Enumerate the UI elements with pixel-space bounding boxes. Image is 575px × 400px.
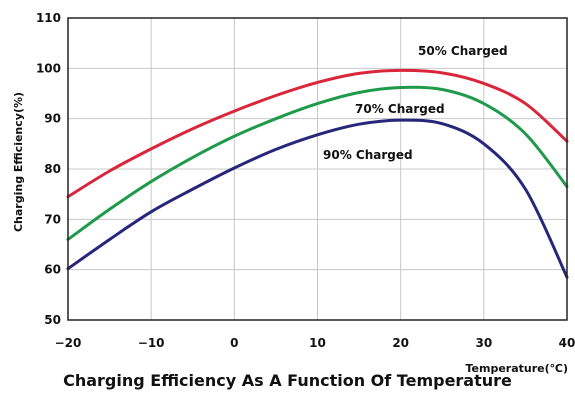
y-tick-label: 110	[36, 11, 61, 25]
x-tick-label: 30	[475, 336, 492, 350]
series-line-70-charged	[66, 85, 569, 241]
y-axis-label: Charging Efficiency(%)	[12, 92, 25, 232]
x-tick-labels: −20 −10 0 10 20 30 40	[55, 336, 575, 350]
y-tick-label: 90	[44, 112, 61, 126]
y-tick-label: 50	[44, 313, 61, 327]
series-lines	[66, 68, 569, 279]
x-axis-label: Temperature(℃)	[466, 362, 569, 375]
plot-frame	[67, 17, 568, 321]
x-tick-label: 20	[392, 336, 409, 350]
x-tick-label: 0	[230, 336, 238, 350]
y-tick-label: 70	[44, 212, 61, 226]
y-tick-labels: 50 60 70 80 90 100 110	[36, 11, 61, 327]
grid	[67, 17, 568, 321]
series-line-90-charged	[66, 118, 569, 279]
series-label-70-charged: 70% Charged	[355, 102, 445, 116]
x-tick-label: −20	[55, 336, 82, 350]
chart-title: Charging Efficiency As A Function Of Tem…	[63, 371, 512, 390]
series-line-50-charged	[66, 68, 569, 199]
x-tick-label: 40	[559, 336, 575, 350]
x-tick-label: 10	[309, 336, 326, 350]
x-tick-label: −10	[138, 336, 165, 350]
series-labels: 50% Charged 70% Charged 90% Charged	[323, 44, 508, 162]
y-tick-label: 80	[44, 162, 61, 176]
series-label-50-charged: 50% Charged	[418, 44, 508, 58]
y-tick-label: 100	[36, 61, 61, 75]
series-label-90-charged: 90% Charged	[323, 148, 413, 162]
y-tick-label: 60	[44, 263, 61, 277]
